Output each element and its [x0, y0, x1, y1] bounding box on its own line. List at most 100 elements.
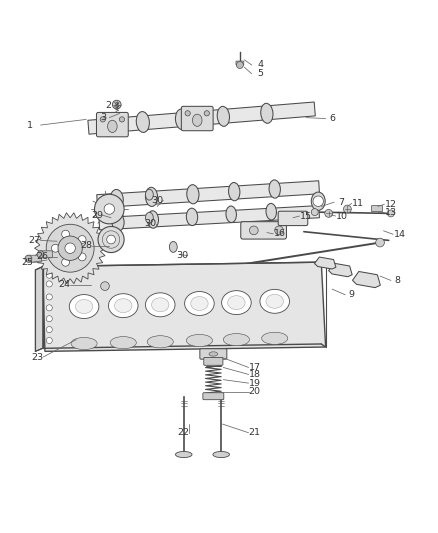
Text: 21: 21	[249, 428, 261, 437]
Circle shape	[95, 194, 124, 224]
Circle shape	[51, 244, 59, 252]
Ellipse shape	[145, 212, 153, 223]
Polygon shape	[353, 271, 380, 288]
Ellipse shape	[110, 189, 123, 209]
FancyBboxPatch shape	[236, 61, 244, 65]
Text: 15: 15	[300, 212, 312, 221]
Circle shape	[62, 259, 70, 266]
Ellipse shape	[229, 182, 240, 201]
Ellipse shape	[269, 180, 280, 198]
Ellipse shape	[223, 334, 250, 346]
Text: 12: 12	[385, 200, 397, 209]
Ellipse shape	[108, 120, 117, 133]
Circle shape	[98, 227, 124, 253]
Text: 30: 30	[151, 196, 163, 205]
Text: 13: 13	[385, 207, 397, 216]
FancyBboxPatch shape	[40, 251, 52, 258]
Circle shape	[65, 243, 75, 254]
Text: 24: 24	[59, 280, 71, 289]
Circle shape	[46, 281, 52, 287]
Ellipse shape	[209, 352, 218, 356]
Circle shape	[46, 305, 52, 311]
Ellipse shape	[115, 298, 132, 313]
FancyBboxPatch shape	[241, 222, 286, 239]
Ellipse shape	[75, 300, 93, 313]
Polygon shape	[328, 263, 352, 277]
Text: 17: 17	[249, 363, 261, 372]
Circle shape	[311, 208, 318, 215]
Text: 29: 29	[91, 211, 103, 220]
Text: 20: 20	[249, 387, 261, 397]
Text: 18: 18	[249, 370, 261, 379]
Ellipse shape	[112, 213, 124, 231]
Text: 7: 7	[338, 198, 344, 207]
Ellipse shape	[217, 107, 230, 126]
Text: 27: 27	[28, 236, 40, 245]
Text: 1: 1	[27, 120, 33, 130]
FancyBboxPatch shape	[204, 358, 223, 365]
Ellipse shape	[192, 114, 202, 126]
Ellipse shape	[101, 114, 115, 136]
Ellipse shape	[266, 204, 276, 220]
Text: 6: 6	[329, 114, 335, 123]
Ellipse shape	[145, 293, 175, 317]
Ellipse shape	[222, 290, 251, 314]
Ellipse shape	[152, 298, 169, 312]
FancyBboxPatch shape	[181, 107, 213, 131]
Text: 30: 30	[144, 220, 156, 228]
Circle shape	[388, 210, 394, 217]
Polygon shape	[35, 266, 43, 351]
Circle shape	[46, 294, 52, 300]
FancyBboxPatch shape	[371, 206, 383, 212]
FancyBboxPatch shape	[96, 112, 128, 137]
Ellipse shape	[186, 334, 212, 346]
Ellipse shape	[226, 206, 237, 223]
Ellipse shape	[145, 187, 158, 206]
Ellipse shape	[147, 211, 159, 228]
Text: 8: 8	[395, 276, 400, 285]
Circle shape	[325, 209, 332, 217]
FancyBboxPatch shape	[200, 349, 227, 359]
Circle shape	[275, 226, 283, 235]
FancyBboxPatch shape	[278, 211, 308, 225]
Text: 9: 9	[349, 290, 355, 300]
Text: 14: 14	[394, 230, 406, 239]
Circle shape	[46, 224, 94, 272]
Ellipse shape	[176, 109, 189, 130]
Ellipse shape	[261, 332, 288, 344]
Ellipse shape	[110, 336, 136, 349]
Text: 3: 3	[101, 113, 107, 122]
Circle shape	[46, 327, 52, 333]
FancyBboxPatch shape	[203, 393, 224, 400]
Circle shape	[100, 117, 106, 122]
Ellipse shape	[311, 192, 325, 211]
Circle shape	[46, 337, 52, 344]
Circle shape	[185, 111, 190, 116]
Ellipse shape	[71, 337, 97, 350]
Circle shape	[62, 230, 70, 238]
Circle shape	[101, 282, 110, 290]
Circle shape	[343, 205, 351, 213]
Circle shape	[46, 272, 52, 278]
Circle shape	[250, 226, 258, 235]
Text: 30: 30	[176, 251, 188, 260]
Ellipse shape	[228, 296, 245, 310]
Text: 2: 2	[105, 101, 111, 110]
Circle shape	[58, 236, 82, 261]
Polygon shape	[88, 102, 315, 134]
Ellipse shape	[213, 451, 230, 457]
Circle shape	[119, 117, 124, 122]
Circle shape	[37, 251, 44, 258]
Ellipse shape	[69, 295, 99, 319]
Text: 23: 23	[31, 352, 43, 361]
Circle shape	[46, 316, 52, 322]
Circle shape	[113, 100, 121, 109]
Circle shape	[376, 238, 385, 247]
Circle shape	[237, 61, 244, 68]
Text: 16: 16	[274, 229, 286, 238]
Ellipse shape	[191, 296, 208, 310]
Ellipse shape	[266, 294, 283, 308]
Ellipse shape	[187, 185, 199, 204]
Text: 28: 28	[80, 241, 92, 250]
Circle shape	[78, 236, 86, 244]
